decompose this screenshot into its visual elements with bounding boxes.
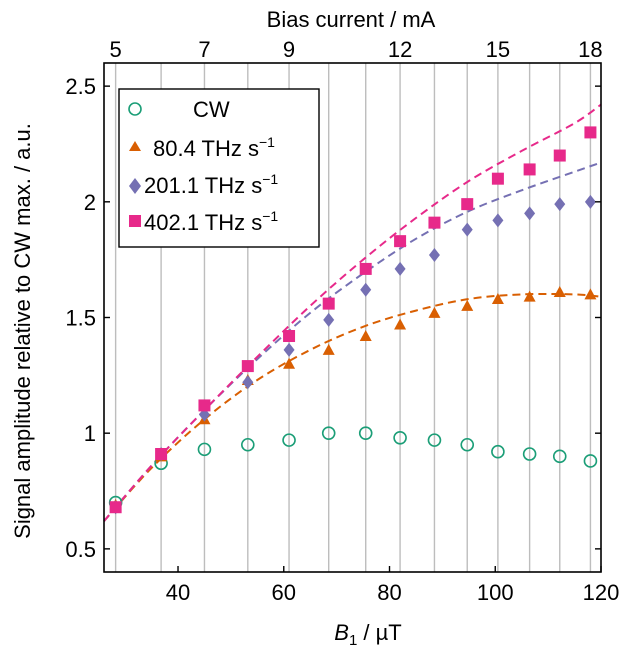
legend-label-80-4: 80.4 THz s−1 (153, 134, 275, 161)
legend-entry-cw: CW (128, 97, 230, 122)
data-point-series-0-10 (491, 444, 505, 459)
x-tick-label-80: 80 (377, 580, 401, 605)
x-axis-title: B1 / µT (334, 620, 401, 648)
data-point-series-2-12 (554, 197, 566, 212)
data-point-series-0-3 (241, 437, 255, 452)
legend-marker-402-1 (129, 215, 141, 227)
data-point-series-3-4 (283, 330, 296, 343)
data-point-series-1-13 (584, 288, 597, 300)
fit-curve-series-1 (103, 292, 602, 522)
data-point-series-1-10 (491, 292, 504, 304)
legend-label-80-4-sup: −1 (259, 134, 275, 150)
data-point-series-1-6 (359, 330, 372, 342)
y-tick-label-2: 2 (84, 190, 96, 215)
top-tick-label-12: 12 (388, 37, 412, 62)
data-point-series-2-11 (524, 206, 536, 221)
x-tick-label-120: 120 (583, 580, 620, 605)
legend-label-402-1-sup: −1 (262, 208, 278, 224)
legend-label-201-1-sup: −1 (262, 171, 278, 187)
data-point-series-2-9 (461, 222, 473, 237)
data-point-series-3-1 (155, 448, 168, 461)
legend-label-cw: CW (193, 97, 230, 122)
data-markers (108, 126, 598, 515)
x-axis-title-subscript: 1 (349, 632, 357, 648)
x-axis-title-symbol: B (334, 620, 349, 645)
data-point-series-1-8 (428, 306, 441, 318)
data-point-series-3-2 (198, 399, 211, 412)
data-point-series-2-3 (242, 375, 254, 390)
data-point-series-1-11 (523, 290, 536, 302)
fit-curves (103, 103, 602, 522)
x-axis-title-unit: / µT (357, 620, 401, 645)
x-tick-label-40: 40 (166, 580, 190, 605)
data-point-series-0-7 (393, 431, 407, 445)
data-point-series-2-7 (394, 261, 406, 276)
top-tick-label-7: 7 (198, 37, 210, 62)
fit-curve-series-3 (103, 103, 602, 522)
top-tick-label-5: 5 (110, 37, 122, 62)
data-point-series-1-5 (322, 343, 335, 355)
y-tick-label-1.5: 1.5 (65, 306, 96, 331)
data-point-series-3-5 (322, 297, 335, 310)
data-point-series-0-6 (358, 426, 373, 440)
data-point-series-2-6 (360, 282, 372, 297)
legend-entry-402-1: 402.1 THz s−1 (129, 208, 278, 235)
legend-marker-201-1 (129, 178, 141, 194)
legend-entry-80-4: 80.4 THz s−1 (129, 134, 275, 161)
data-point-series-2-5 (323, 312, 335, 327)
top-axis-title: Bias current / mA (267, 7, 436, 32)
top-tick-label-9: 9 (283, 37, 295, 62)
data-point-series-3-13 (584, 126, 597, 139)
data-point-series-3-9 (461, 198, 474, 211)
data-point-series-3-6 (359, 262, 372, 275)
legend-entry-201-1: 201.1 THz s−1 (129, 171, 278, 198)
legend-label-201-1: 201.1 THz s−1 (144, 171, 278, 198)
top-tick-label-18: 18 (578, 37, 602, 62)
data-point-series-3-3 (241, 360, 254, 373)
data-point-series-0-12 (552, 449, 567, 464)
y-axis-title: Signal amplitude relative to CW max. / a… (10, 123, 35, 539)
data-point-series-0-2 (197, 442, 212, 457)
data-point-series-2-4 (283, 342, 295, 357)
data-point-series-3-10 (491, 172, 504, 185)
y-tick-label-2.5: 2.5 (65, 74, 96, 99)
legend-label-201-1-main: 201.1 THz s (144, 173, 262, 198)
data-point-series-0-8 (427, 433, 442, 447)
x-tick-label-100: 100 (477, 580, 514, 605)
data-point-series-2-13 (584, 194, 596, 209)
data-point-series-1-7 (394, 318, 407, 330)
data-point-series-0-13 (583, 454, 598, 468)
legend-marker-80-4 (129, 141, 141, 151)
data-point-series-3-7 (394, 235, 407, 248)
legend-label-402-1-main: 402.1 THz s (144, 210, 262, 235)
legend: CW 80.4 THz s−1 201.1 THz s−1 402.1 THz … (118, 88, 320, 248)
data-point-series-2-10 (492, 213, 504, 228)
data-point-series-1-12 (553, 286, 566, 298)
legend-label-402-1: 402.1 THz s−1 (144, 208, 278, 235)
data-point-series-1-9 (461, 299, 474, 311)
top-tick-label-15: 15 (486, 37, 510, 62)
axis-ticks: 40 60 80 100 120 0.5 1 1.5 2 2.5 5 7 9 12 15 18 (65, 37, 619, 605)
legend-marker-cw (128, 102, 142, 116)
data-point-series-3-12 (553, 149, 566, 162)
legend-box (118, 88, 320, 248)
x-tick-label-60: 60 (272, 580, 296, 605)
data-point-series-3-0 (109, 501, 122, 514)
y-tick-label-1: 1 (84, 421, 96, 446)
data-point-series-0-4 (282, 433, 296, 447)
data-point-series-3-8 (428, 216, 441, 229)
data-point-series-0-9 (460, 437, 475, 452)
y-tick-label-0.5: 0.5 (65, 537, 96, 562)
data-point-series-0-11 (522, 447, 537, 461)
data-point-series-3-11 (523, 163, 536, 176)
legend-label-80-4-main: 80.4 THz s (153, 136, 259, 161)
data-point-series-2-8 (428, 248, 440, 263)
data-point-series-1-4 (283, 357, 296, 369)
data-point-series-0-5 (321, 426, 336, 440)
